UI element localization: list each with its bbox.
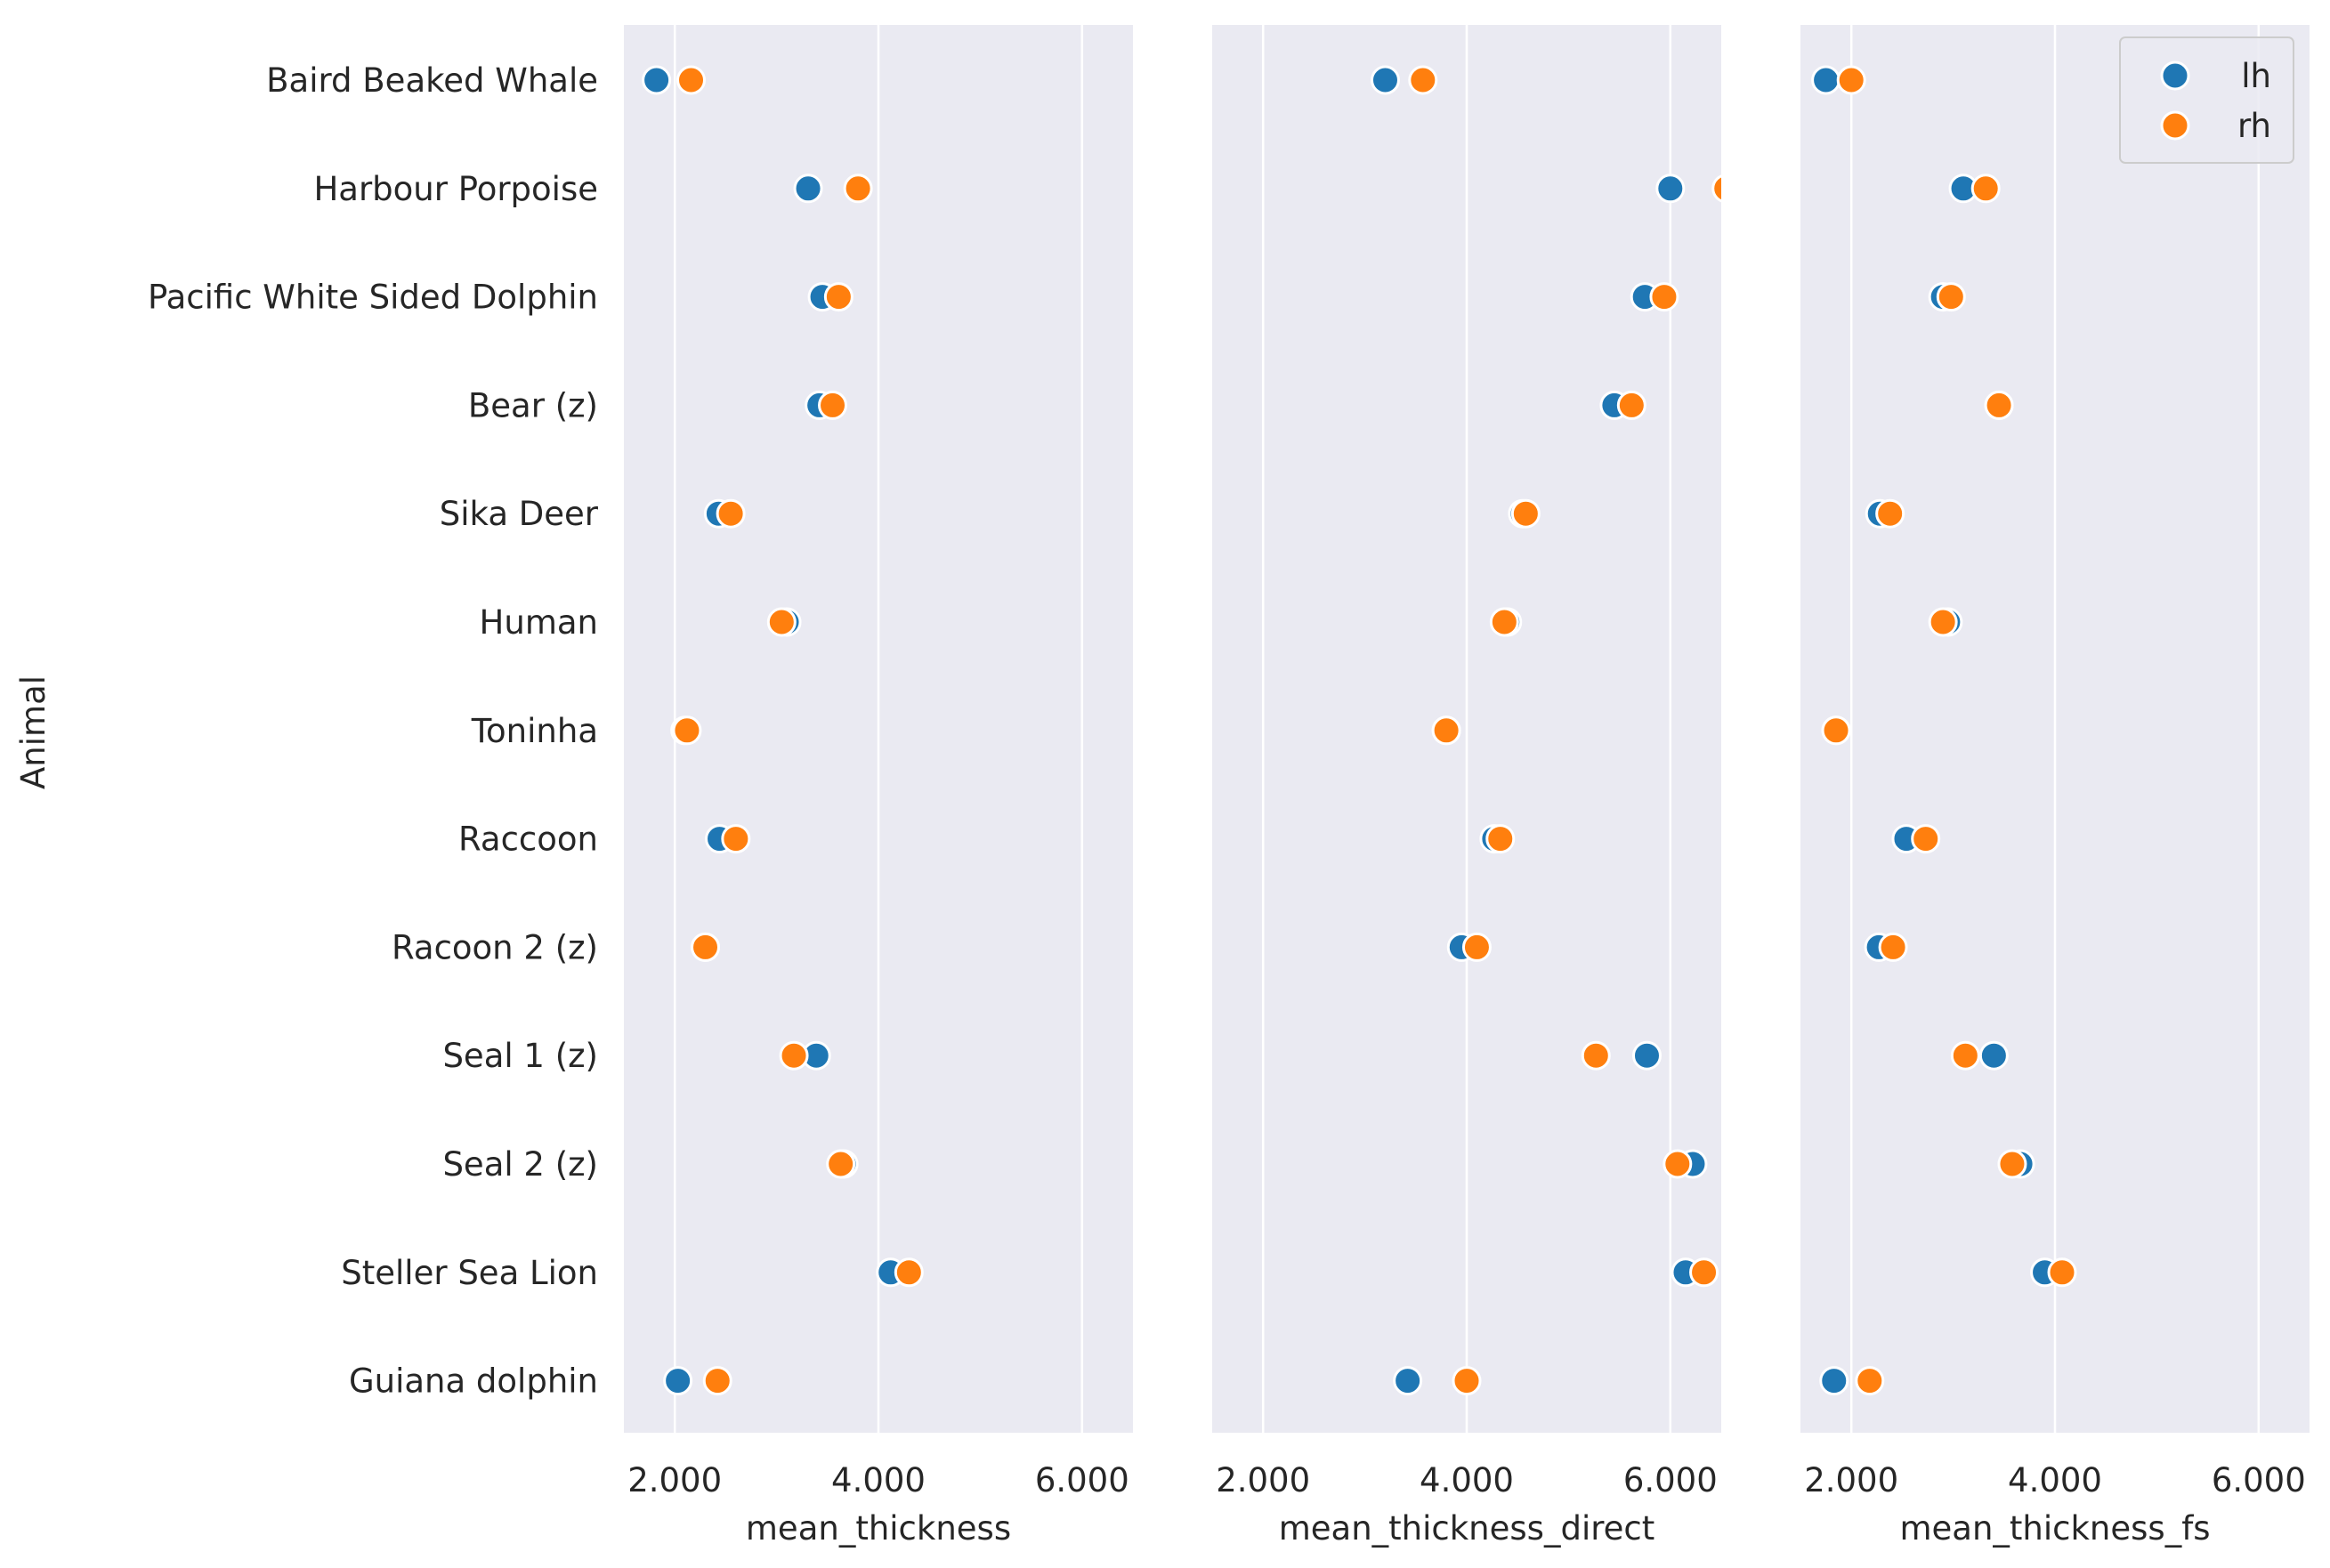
point-rh: [1875, 498, 1905, 529]
point-rh: [826, 1149, 856, 1179]
point-lh: [1631, 1040, 1662, 1071]
category-label: Baird Beaked Whale: [266, 61, 598, 100]
category-label: Toninha: [471, 712, 598, 750]
category-label: Raccoon: [458, 820, 598, 859]
legend-label-lh: lh: [2241, 57, 2271, 95]
x-tick-label: 6.000: [1623, 1461, 1718, 1499]
category-label: Guiana dolphin: [349, 1362, 598, 1401]
point-rh: [894, 1257, 924, 1288]
point-rh: [721, 824, 751, 854]
panel-1: 2.000 4.000 6.000 mean_thickness: [624, 25, 1133, 1548]
point-rh: [1997, 1149, 2027, 1179]
point-rh: [1510, 498, 1541, 529]
category-label: Steller Sea Lion: [341, 1254, 598, 1292]
point-rh: [1911, 824, 1941, 854]
x-axis-label: mean_thickness_direct: [1279, 1509, 1654, 1548]
point-rh: [766, 607, 797, 637]
point-rh: [716, 498, 746, 529]
points: [1370, 65, 1721, 1396]
point-rh: [1855, 1366, 1885, 1396]
point-rh: [1649, 282, 1679, 312]
point-lh: [1819, 1366, 1849, 1396]
category-label: Pacific White Sided Dolphin: [148, 279, 598, 317]
x-tick-label: 6.000: [1035, 1461, 1129, 1499]
category-label: Harbour Porpoise: [313, 170, 598, 208]
point-rh: [672, 715, 702, 746]
legend-label-rh: rh: [2237, 107, 2271, 145]
point-rh: [843, 174, 873, 204]
point-rh: [1836, 65, 1866, 95]
x-tick-label: 4.000: [2008, 1461, 2102, 1499]
point-rh: [1970, 174, 2001, 204]
x-tick-label: 2.000: [1804, 1461, 1898, 1499]
legend-marker-rh: [2160, 110, 2190, 141]
x-tick-label: 4.000: [831, 1461, 926, 1499]
point-lh: [1811, 65, 1841, 95]
point-rh: [823, 282, 854, 312]
point-rh: [1452, 1366, 1482, 1396]
point-lh: [1370, 65, 1400, 95]
legend: lh rh: [2119, 36, 2294, 164]
point-rh: [1984, 390, 2014, 420]
point-lh: [1978, 1040, 2009, 1071]
points: [1811, 65, 2077, 1396]
category-label: Racoon 2 (z): [392, 928, 598, 966]
point-lh: [1393, 1366, 1423, 1396]
point-rh: [691, 932, 721, 962]
point-rh: [702, 1366, 732, 1396]
point-rh: [1408, 65, 1438, 95]
category-label: Seal 2 (z): [442, 1145, 598, 1184]
point-rh: [1950, 1040, 1980, 1071]
points: [642, 65, 924, 1396]
point-rh: [1616, 390, 1646, 420]
point-lh: [1655, 174, 1686, 204]
category-labels: Baird Beaked Whale Harbour Porpoise Pacifi…: [148, 61, 599, 1401]
point-rh: [1581, 1040, 1611, 1071]
x-axis-label: mean_thickness: [746, 1509, 1011, 1548]
point-rh: [1663, 1149, 1693, 1179]
point-rh: [1821, 715, 1851, 746]
x-tick-label: 2.000: [627, 1461, 722, 1499]
point-lh: [663, 1366, 693, 1396]
point-lh: [793, 174, 823, 204]
point-rh: [1878, 932, 1908, 962]
category-label: Seal 1 (z): [442, 1037, 598, 1075]
point-rh: [1936, 282, 1966, 312]
point-rh: [1928, 607, 1958, 637]
category-label: Sika Deer: [440, 495, 599, 533]
x-axis-label: mean_thickness_fs: [1899, 1509, 2210, 1548]
point-rh: [779, 1040, 809, 1071]
point-rh: [818, 390, 848, 420]
category-label: Bear (z): [468, 386, 598, 424]
point-rh: [1689, 1257, 1719, 1288]
x-tick-label: 4.000: [1420, 1461, 1514, 1499]
y-axis-label: Animal: [14, 675, 53, 789]
point-rh: [1711, 174, 1721, 203]
point-rh: [2047, 1257, 2077, 1288]
x-tick-label: 6.000: [2212, 1461, 2306, 1499]
panels: 2.000 4.000 6.000 mean_thickness 2.000 4.000 6…: [624, 25, 2310, 1548]
point-rh: [1461, 932, 1492, 962]
panel-2: 2.000 4.000 6.000 mean_thickness_direct: [1212, 25, 1721, 1548]
category-label: Human: [480, 603, 598, 642]
point-rh: [676, 65, 707, 95]
point-rh: [1431, 715, 1461, 746]
point-rh: [1489, 607, 1519, 637]
point-rh: [1485, 824, 1516, 854]
point-lh: [642, 65, 672, 95]
x-tick-label: 2.000: [1216, 1461, 1310, 1499]
legend-marker-lh: [2160, 61, 2190, 91]
